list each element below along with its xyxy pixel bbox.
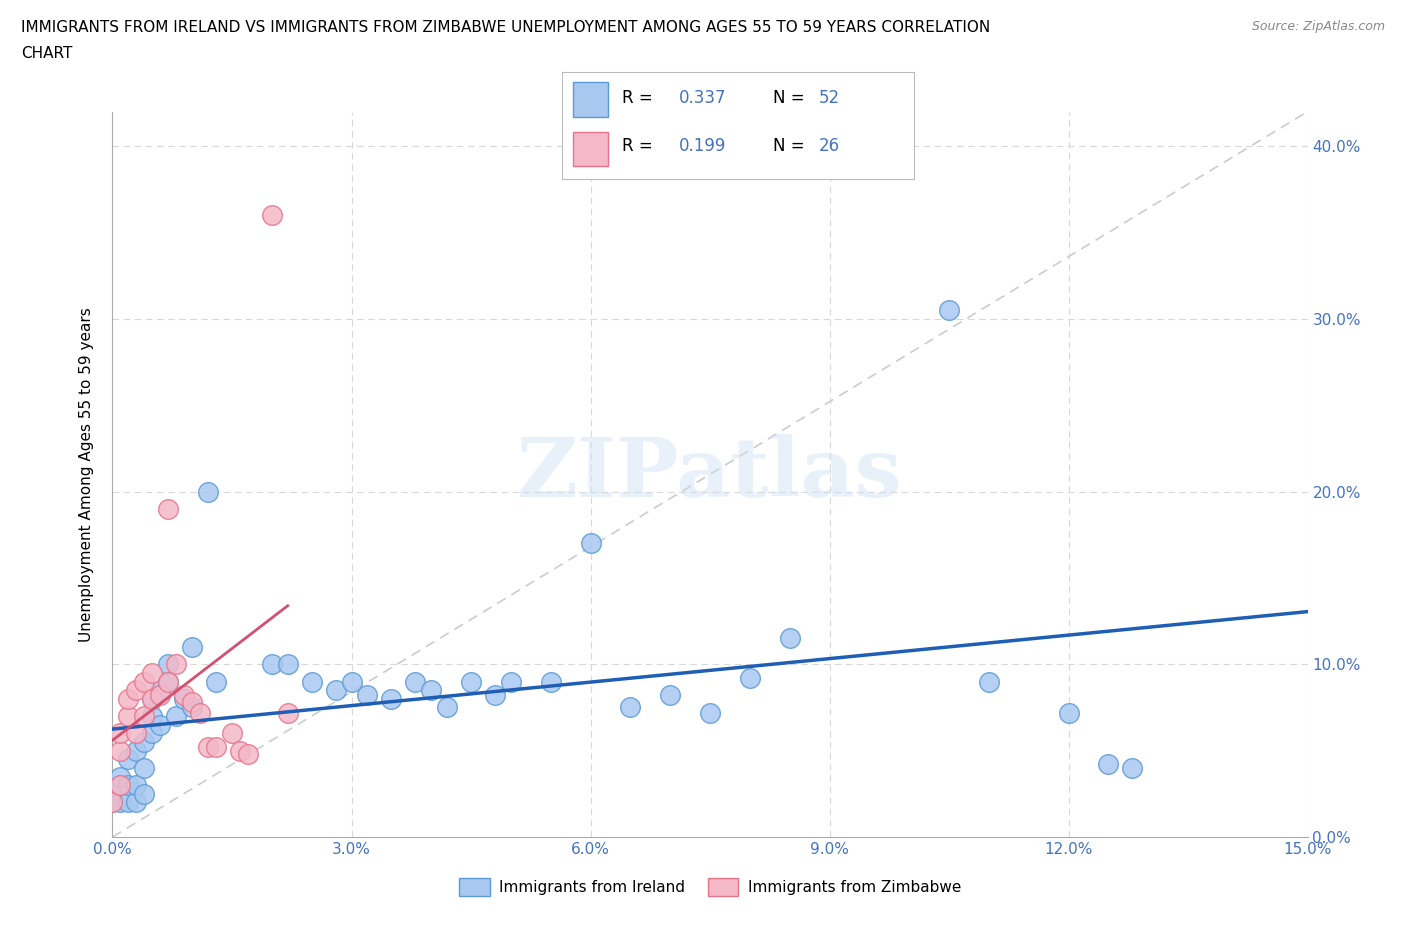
Text: Source: ZipAtlas.com: Source: ZipAtlas.com xyxy=(1251,20,1385,33)
Point xyxy=(380,691,402,706)
Point xyxy=(301,674,323,689)
Point xyxy=(173,691,195,706)
Point xyxy=(197,485,219,499)
FancyBboxPatch shape xyxy=(574,131,609,166)
Point xyxy=(188,705,211,720)
Point xyxy=(157,657,180,671)
Point xyxy=(110,777,132,792)
Point xyxy=(117,795,139,810)
Point xyxy=(260,207,283,222)
Point xyxy=(340,674,363,689)
Point xyxy=(699,705,721,720)
Point xyxy=(977,674,1000,689)
Point xyxy=(1121,761,1143,776)
Point xyxy=(738,671,761,685)
Point xyxy=(141,726,163,741)
Point xyxy=(197,739,219,754)
Point xyxy=(110,769,132,784)
Point xyxy=(325,683,347,698)
Point xyxy=(134,787,156,802)
Point xyxy=(134,709,156,724)
Point xyxy=(149,717,172,732)
Point xyxy=(938,303,960,318)
Point xyxy=(157,674,180,689)
Point xyxy=(205,674,228,689)
Legend: Immigrants from Ireland, Immigrants from Zimbabwe: Immigrants from Ireland, Immigrants from… xyxy=(453,872,967,902)
Point xyxy=(125,777,148,792)
Text: 0.199: 0.199 xyxy=(678,138,725,155)
Point xyxy=(125,743,148,758)
Point xyxy=(134,674,156,689)
Text: 52: 52 xyxy=(818,89,841,107)
Point xyxy=(1097,757,1119,772)
Text: 26: 26 xyxy=(818,138,841,155)
Point xyxy=(579,536,602,551)
Point xyxy=(125,683,148,698)
Point xyxy=(125,795,148,810)
Point xyxy=(134,761,156,776)
Point xyxy=(157,674,180,689)
Point xyxy=(277,657,299,671)
Point xyxy=(260,657,283,671)
Point xyxy=(221,726,243,741)
Point xyxy=(141,691,163,706)
Point xyxy=(101,787,124,802)
Point xyxy=(356,688,378,703)
Point xyxy=(229,743,252,758)
Point xyxy=(149,688,172,703)
FancyBboxPatch shape xyxy=(574,83,609,116)
Point xyxy=(101,795,124,810)
Text: ZIPatlas: ZIPatlas xyxy=(517,434,903,514)
Point xyxy=(141,666,163,681)
Point xyxy=(181,700,204,715)
Point xyxy=(110,743,132,758)
Point xyxy=(484,688,506,703)
Point xyxy=(779,631,801,645)
Point xyxy=(125,726,148,741)
Point xyxy=(499,674,522,689)
Text: R =: R = xyxy=(621,138,652,155)
Point xyxy=(134,735,156,750)
Point xyxy=(1057,705,1080,720)
Point xyxy=(460,674,482,689)
Text: IMMIGRANTS FROM IRELAND VS IMMIGRANTS FROM ZIMBABWE UNEMPLOYMENT AMONG AGES 55 T: IMMIGRANTS FROM IRELAND VS IMMIGRANTS FR… xyxy=(21,20,990,35)
Point xyxy=(117,709,139,724)
Point xyxy=(277,705,299,720)
Point xyxy=(420,683,443,698)
Y-axis label: Unemployment Among Ages 55 to 59 years: Unemployment Among Ages 55 to 59 years xyxy=(79,307,94,642)
Point xyxy=(149,683,172,698)
Text: R =: R = xyxy=(621,89,652,107)
Point xyxy=(141,709,163,724)
Point xyxy=(181,695,204,710)
Point xyxy=(157,501,180,516)
Point xyxy=(236,747,259,762)
Point xyxy=(404,674,426,689)
Point xyxy=(436,700,458,715)
Point xyxy=(117,691,139,706)
Point xyxy=(173,688,195,703)
Point xyxy=(181,640,204,655)
Point xyxy=(165,709,187,724)
Point xyxy=(110,777,132,792)
Point xyxy=(165,657,187,671)
Point xyxy=(101,795,124,810)
Point xyxy=(110,795,132,810)
Point xyxy=(619,700,641,715)
Point xyxy=(141,691,163,706)
Point xyxy=(117,751,139,766)
Point xyxy=(110,726,132,741)
Point xyxy=(205,739,228,754)
Text: CHART: CHART xyxy=(21,46,73,61)
Point xyxy=(659,688,682,703)
Text: N =: N = xyxy=(773,89,804,107)
Text: N =: N = xyxy=(773,138,804,155)
Point xyxy=(117,777,139,792)
Text: 0.337: 0.337 xyxy=(678,89,725,107)
Point xyxy=(540,674,562,689)
